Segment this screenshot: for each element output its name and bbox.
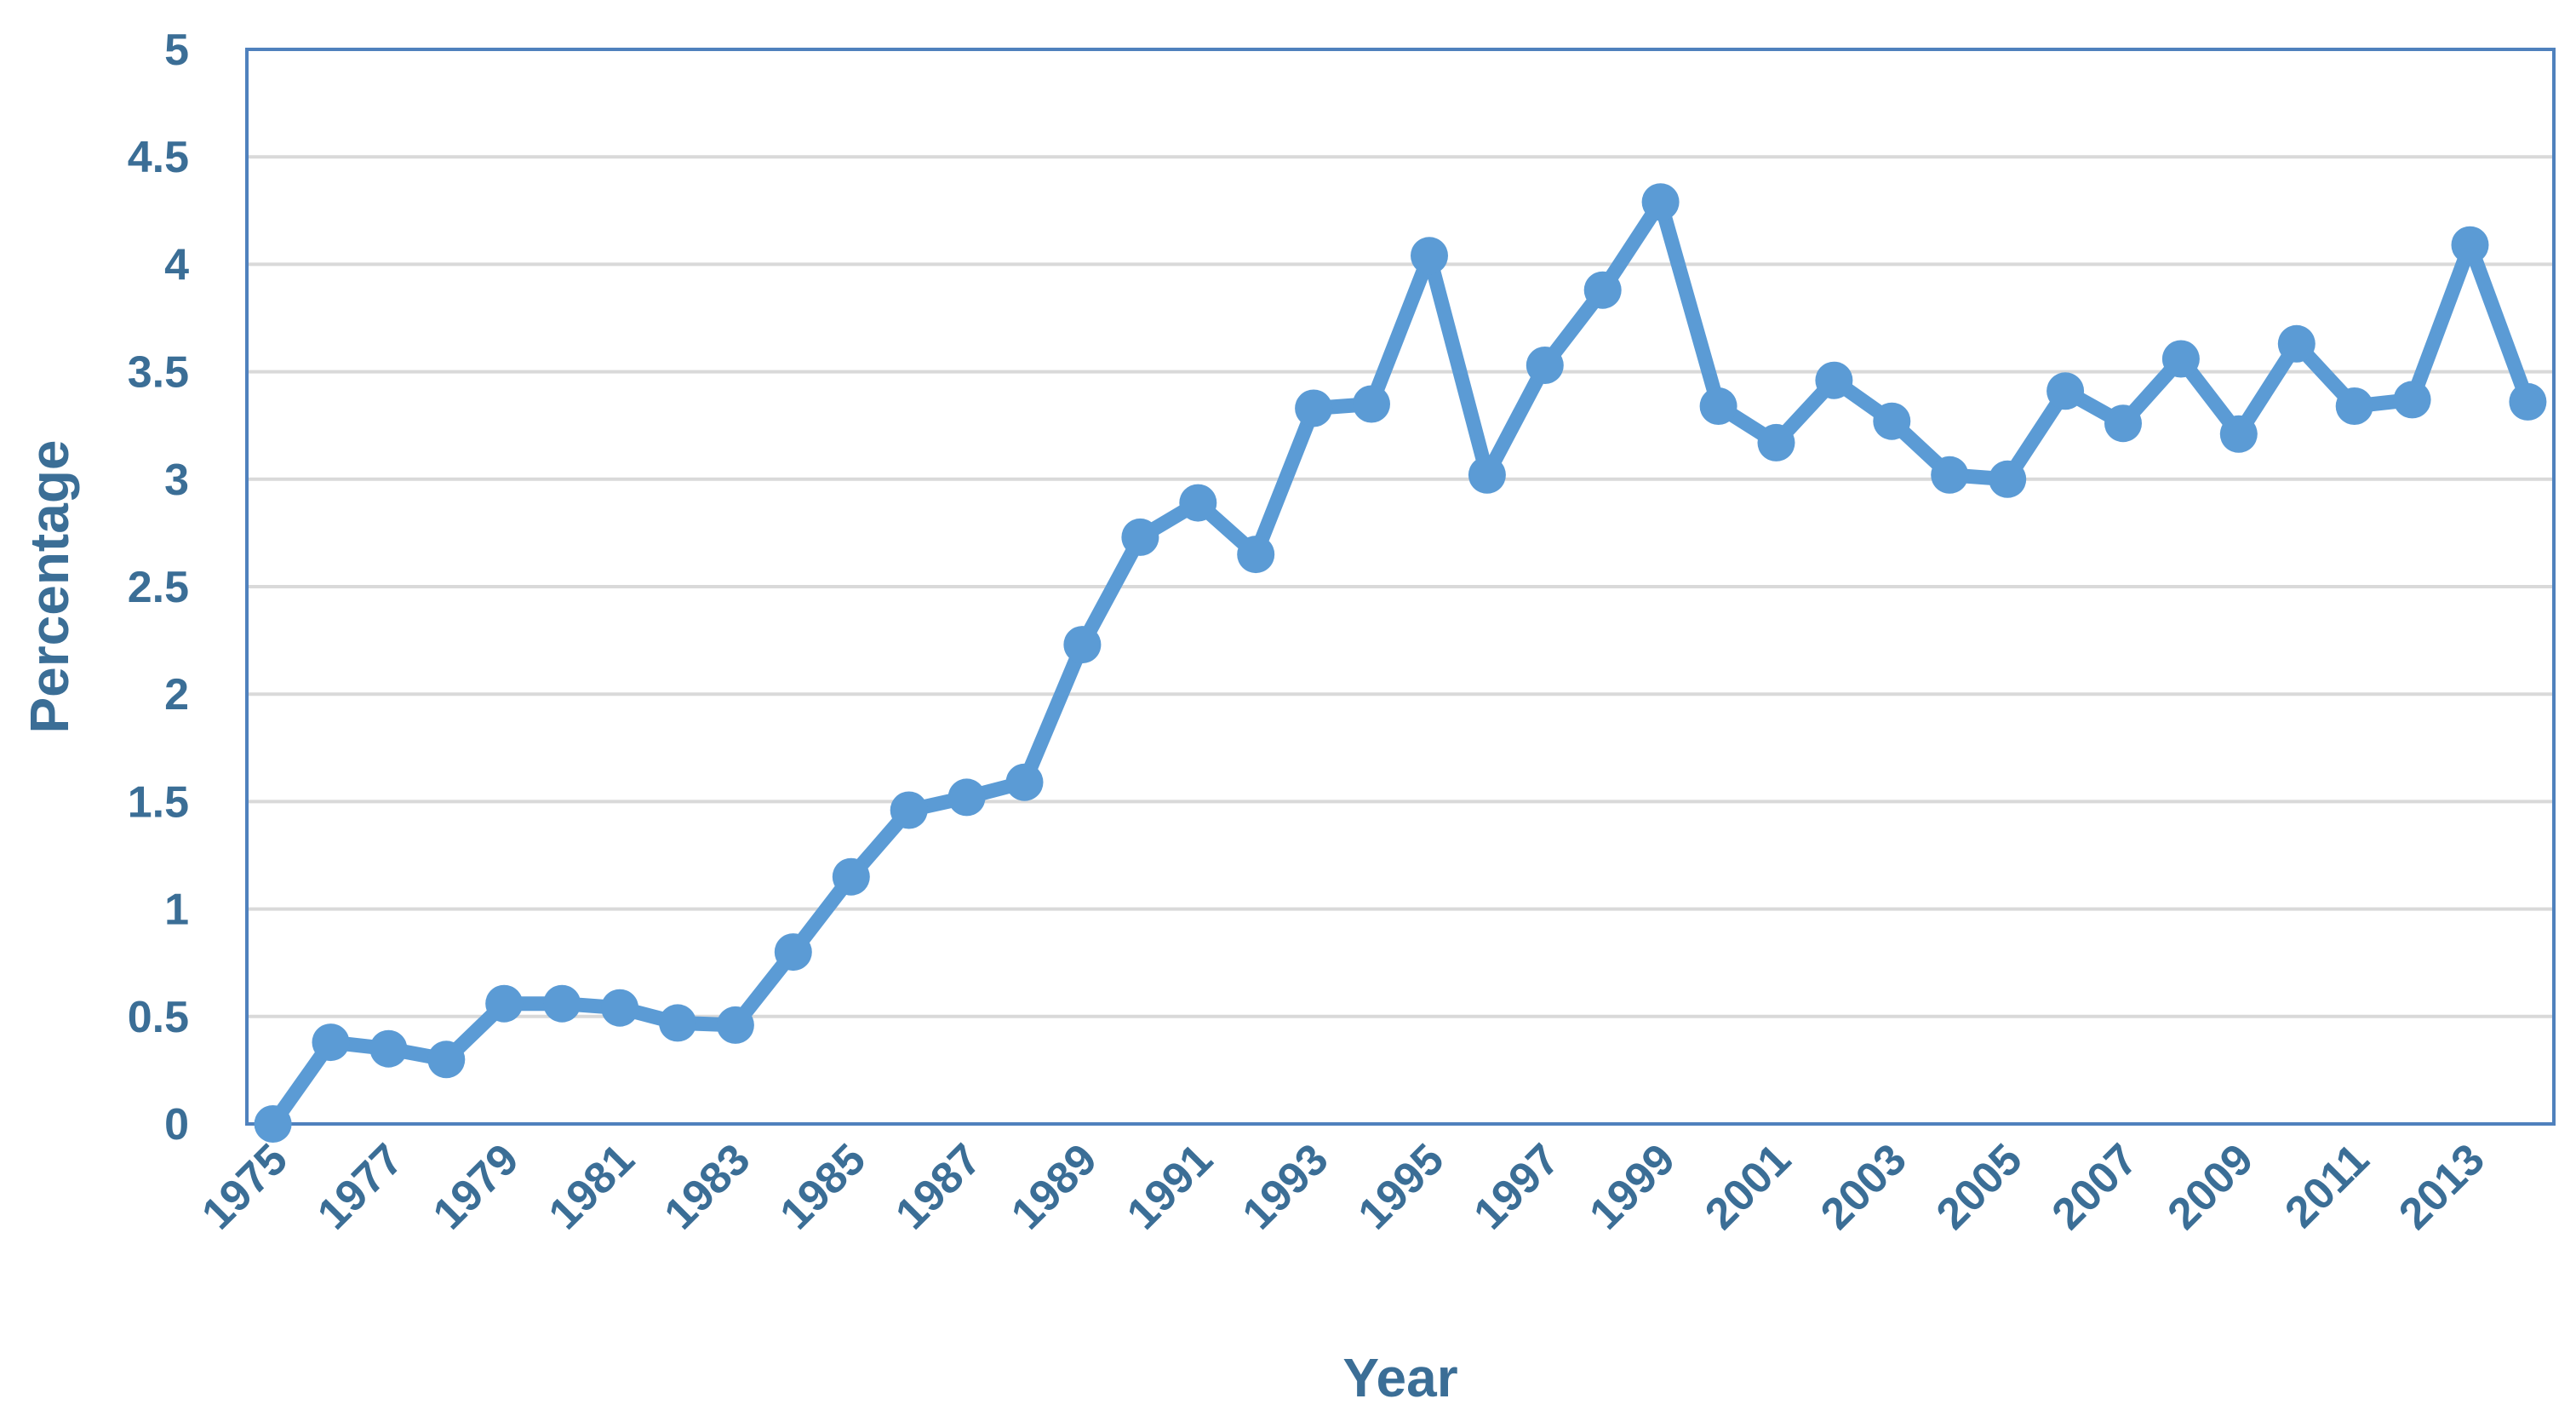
series-layer: [254, 183, 2547, 1143]
x-tick-label: 1999: [1580, 1134, 1685, 1239]
data-point-2006: [2046, 372, 2085, 410]
y-axis-tick-labels: 0 0.5 1 1.5 2 2.5 3 3.5 4 4.5 5: [128, 26, 189, 1149]
y-tick-label: 0.5: [128, 993, 189, 1042]
y-tick-label: 4: [164, 240, 189, 290]
x-tick-label: 1979: [424, 1134, 529, 1239]
y-tick-label: 3: [164, 456, 189, 505]
data-point-2010: [2277, 324, 2316, 363]
data-point-2004: [1931, 456, 1969, 494]
data-point-1990: [1121, 518, 1159, 556]
y-tick-label: 1: [164, 886, 189, 935]
y-tick-label: 4.5: [128, 133, 189, 182]
x-tick-label: 1985: [770, 1134, 875, 1239]
data-point-1977: [369, 1029, 408, 1068]
data-point-1987: [947, 778, 986, 817]
data-point-1996: [1468, 456, 1506, 494]
data-point-1991: [1179, 484, 1217, 522]
data-point-2002: [1815, 361, 1853, 399]
data-point-2000: [1699, 387, 1737, 425]
y-tick-label: 5: [164, 26, 189, 75]
x-tick-label: 1981: [540, 1134, 644, 1239]
y-tick-label: 1.5: [128, 777, 189, 827]
data-point-2011: [2335, 387, 2373, 425]
data-point-1988: [1005, 763, 1044, 801]
data-point-1983: [716, 1006, 754, 1044]
x-tick-label: 1991: [1118, 1134, 1222, 1239]
x-tick-label: 1975: [192, 1134, 297, 1239]
data-point-1976: [312, 1023, 350, 1062]
data-point-1994: [1353, 385, 1390, 423]
data-point-2007: [2104, 404, 2142, 443]
x-axis-tick-labels: 1975 1977 1979 1981 1983 1985 1987 1989 1991 1993…: [192, 1134, 2494, 1239]
data-point-1978: [427, 1041, 466, 1079]
data-point-2014: [2509, 382, 2547, 421]
data-point-2008: [2161, 340, 2200, 378]
x-axis-title: Year: [1342, 1347, 1457, 1408]
data-point-1989: [1063, 626, 1102, 664]
y-tick-label: 3.5: [128, 348, 189, 398]
data-point-1992: [1237, 536, 1275, 574]
x-tick-label: 2009: [2159, 1134, 2264, 1239]
data-point-2013: [2451, 226, 2489, 264]
data-point-1998: [1583, 271, 1622, 309]
x-tick-label: 1989: [1002, 1134, 1107, 1239]
gridlines: [247, 155, 2554, 1018]
y-axis-title: Percentage: [19, 439, 80, 733]
data-point-1997: [1526, 347, 1564, 384]
x-tick-label: 1997: [1464, 1134, 1569, 1239]
data-point-1999: [1641, 183, 1680, 221]
data-point-1995: [1411, 237, 1448, 275]
data-point-1985: [832, 857, 870, 896]
y-tick-label: 2: [164, 670, 189, 719]
data-point-1980: [543, 984, 581, 1023]
x-tick-label: 1995: [1349, 1134, 1454, 1239]
series-line: [266, 194, 2535, 1132]
x-tick-label: 2003: [1812, 1134, 1916, 1239]
data-point-1975: [254, 1105, 292, 1143]
x-tick-label: 2013: [2390, 1134, 2494, 1239]
x-tick-label: 1983: [655, 1134, 760, 1239]
data-point-1993: [1295, 389, 1333, 427]
x-tick-label: 2011: [2275, 1134, 2379, 1237]
data-point-2009: [2219, 415, 2258, 453]
x-tick-label: 2007: [2043, 1134, 2148, 1239]
data-point-1981: [601, 989, 639, 1027]
x-tick-label: 1993: [1234, 1134, 1338, 1239]
y-tick-label: 2.5: [128, 563, 189, 612]
plot-area-border: [245, 48, 2556, 1126]
data-point-2001: [1757, 423, 1795, 461]
data-point-1979: [485, 984, 524, 1023]
data-point-1982: [659, 1004, 696, 1042]
data-point-1984: [774, 933, 812, 972]
y-tick-label: 0: [164, 1100, 189, 1149]
data-point-2005: [1989, 460, 2027, 498]
x-tick-label: 2001: [1696, 1134, 1800, 1239]
x-tick-label: 1987: [886, 1134, 991, 1239]
x-tick-label: 1977: [308, 1134, 413, 1239]
data-point-2003: [1873, 402, 1911, 440]
data-point-2012: [2393, 381, 2431, 419]
data-point-1986: [890, 791, 928, 829]
x-tick-label: 2005: [1927, 1134, 2032, 1239]
